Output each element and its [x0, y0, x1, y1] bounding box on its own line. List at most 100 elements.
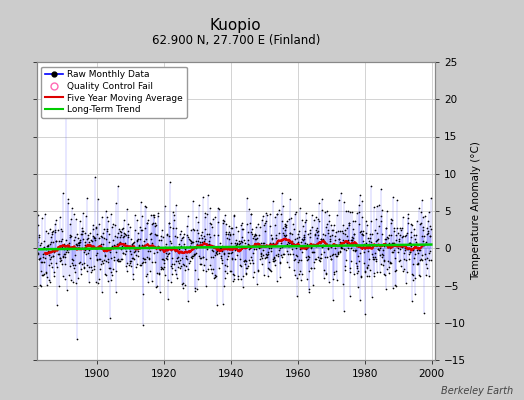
Point: [345, 221, 354, 228]
Point: [270, 254, 278, 260]
Point: [331, 233, 340, 239]
Point: [289, 240, 297, 247]
Point: [380, 242, 388, 249]
Point: [372, 238, 380, 244]
Point: [380, 270, 388, 277]
Point: [34, 251, 42, 257]
Point: [321, 232, 329, 238]
Point: [248, 274, 257, 280]
Point: [66, 232, 74, 238]
Point: [199, 254, 207, 260]
Point: [195, 239, 204, 246]
Point: [166, 238, 174, 244]
Point: [295, 228, 303, 234]
Point: [424, 230, 432, 236]
Point: [324, 230, 333, 236]
Point: [243, 264, 251, 271]
Point: [321, 208, 330, 215]
Point: [103, 214, 111, 220]
Point: [44, 242, 52, 249]
Point: [405, 256, 413, 262]
Y-axis label: Temperature Anomaly (°C): Temperature Anomaly (°C): [472, 142, 482, 280]
Point: [127, 258, 135, 264]
Point: [82, 251, 91, 258]
Point: [163, 231, 171, 237]
Point: [300, 232, 308, 238]
Point: [360, 248, 368, 255]
Point: [43, 282, 51, 289]
Point: [422, 272, 430, 278]
Point: [156, 246, 164, 252]
Point: [425, 223, 434, 230]
Point: [384, 235, 392, 241]
Point: [251, 232, 259, 238]
Point: [235, 256, 244, 262]
Point: [417, 233, 425, 239]
Point: [122, 248, 130, 254]
Point: [147, 235, 155, 242]
Point: [348, 235, 357, 241]
Point: [302, 245, 311, 251]
Point: [138, 260, 147, 266]
Point: [246, 211, 255, 218]
Point: [180, 231, 189, 238]
Point: [422, 225, 431, 231]
Point: [88, 267, 96, 273]
Point: [354, 268, 363, 274]
Point: [85, 247, 93, 253]
Point: [135, 262, 144, 269]
Point: [121, 230, 129, 237]
Point: [99, 230, 107, 236]
Point: [412, 232, 420, 238]
Point: [396, 232, 405, 238]
Point: [47, 260, 56, 266]
Point: [139, 256, 148, 263]
Point: [177, 263, 185, 269]
Point: [156, 289, 164, 296]
Point: [342, 240, 351, 246]
Point: [123, 268, 132, 274]
Point: [270, 222, 279, 228]
Point: [328, 252, 336, 258]
Point: [156, 264, 165, 271]
Point: [311, 231, 320, 237]
Point: [377, 218, 386, 224]
Point: [165, 250, 173, 256]
Point: [271, 257, 279, 263]
Point: [101, 271, 109, 277]
Point: [78, 261, 86, 267]
Point: [354, 253, 362, 259]
Point: [75, 259, 84, 265]
Point: [99, 288, 107, 295]
Point: [261, 218, 270, 224]
Point: [191, 251, 200, 258]
Point: [357, 198, 366, 204]
Point: [152, 284, 160, 290]
Point: [291, 245, 300, 252]
Point: [207, 266, 215, 272]
Point: [425, 248, 434, 254]
Point: [101, 258, 110, 264]
Point: [419, 237, 427, 244]
Point: [240, 236, 248, 243]
Point: [242, 269, 250, 276]
Point: [427, 256, 435, 263]
Point: [40, 270, 48, 277]
Point: [398, 234, 406, 240]
Point: [119, 233, 128, 239]
Point: [376, 245, 385, 252]
Point: [336, 248, 345, 254]
Point: [165, 220, 173, 227]
Point: [128, 255, 137, 262]
Point: [260, 228, 269, 234]
Point: [130, 249, 138, 256]
Point: [420, 310, 428, 316]
Point: [305, 289, 313, 295]
Point: [91, 174, 99, 180]
Point: [276, 245, 285, 251]
Point: [149, 242, 157, 249]
Point: [268, 240, 277, 246]
Point: [308, 224, 316, 230]
Point: [138, 212, 146, 219]
Point: [225, 268, 234, 274]
